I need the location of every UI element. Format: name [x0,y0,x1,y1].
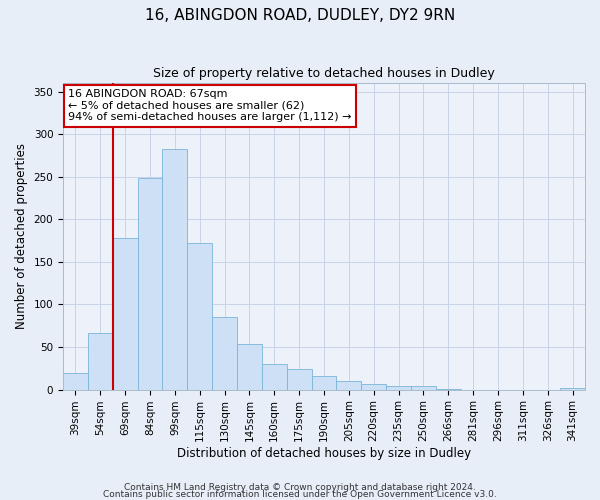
Bar [361,384,386,390]
X-axis label: Distribution of detached houses by size in Dudley: Distribution of detached houses by size … [177,447,471,460]
Bar [237,344,262,390]
Bar [212,317,237,390]
Text: 16 ABINGDON ROAD: 67sqm
← 5% of detached houses are smaller (62)
94% of semi-det: 16 ABINGDON ROAD: 67sqm ← 5% of detached… [68,89,352,122]
Bar [137,178,163,390]
Bar [386,386,411,390]
Bar [560,388,585,390]
Text: Contains public sector information licensed under the Open Government Licence v3: Contains public sector information licen… [103,490,497,499]
Bar [337,381,361,390]
Text: Contains HM Land Registry data © Crown copyright and database right 2024.: Contains HM Land Registry data © Crown c… [124,484,476,492]
Bar [113,238,137,390]
Bar [311,376,337,390]
Bar [63,372,88,390]
Bar [287,369,311,390]
Title: Size of property relative to detached houses in Dudley: Size of property relative to detached ho… [153,68,495,80]
Bar [411,386,436,390]
Bar [436,388,461,390]
Bar [88,332,113,390]
Bar [187,243,212,390]
Bar [262,364,287,390]
Bar [163,150,187,390]
Y-axis label: Number of detached properties: Number of detached properties [15,144,28,330]
Text: 16, ABINGDON ROAD, DUDLEY, DY2 9RN: 16, ABINGDON ROAD, DUDLEY, DY2 9RN [145,8,455,22]
